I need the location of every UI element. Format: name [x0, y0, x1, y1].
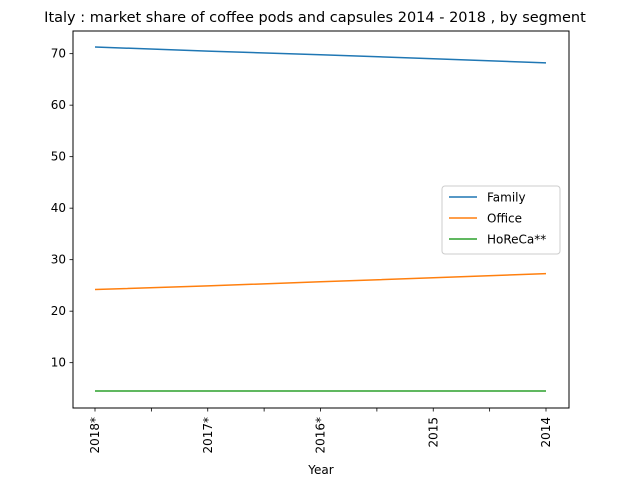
- y-tick-label: 30: [51, 253, 66, 267]
- x-axis: 2018* 2017* 2016* 2015 2014: [88, 408, 553, 454]
- x-tick-label: 2016*: [314, 417, 328, 454]
- x-axis-label: Year: [307, 463, 333, 477]
- legend-label-2: HoReCa**: [487, 233, 546, 247]
- y-tick-label: 50: [51, 150, 66, 164]
- legend-label-1: Office: [487, 212, 522, 226]
- x-tick-label: 2017*: [201, 417, 215, 454]
- y-tick-label: 40: [51, 201, 66, 215]
- x-tick-label: 2014: [539, 417, 553, 448]
- y-tick-label: 20: [51, 304, 66, 318]
- legend: Family Office HoReCa**: [442, 186, 560, 254]
- series-line-0: [95, 47, 546, 63]
- chart-title: Italy : market share of coffee pods and …: [44, 10, 586, 26]
- y-tick-label: 60: [51, 98, 66, 112]
- x-tick-label: 2018*: [88, 417, 102, 454]
- y-tick-label: 70: [51, 47, 66, 61]
- legend-label-0: Family: [487, 191, 526, 205]
- x-tick-label: 2015: [426, 417, 440, 448]
- series-line-1: [95, 274, 546, 290]
- y-axis: 10 20 30 40 50 60 70: [51, 47, 73, 370]
- y-tick-label: 10: [51, 356, 66, 370]
